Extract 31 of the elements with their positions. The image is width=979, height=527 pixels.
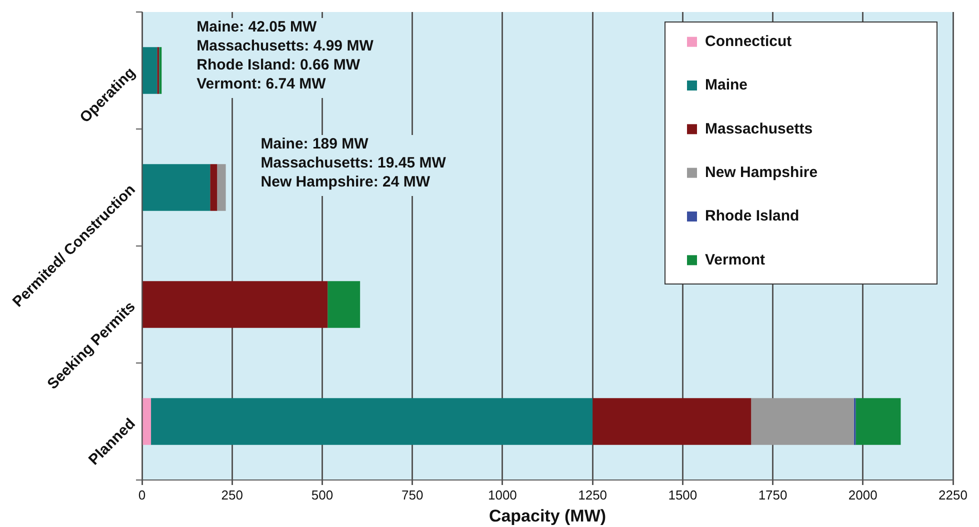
bar	[142, 398, 152, 445]
legend-label: Rhode Island	[705, 208, 800, 225]
legend-label: New Hampshire	[705, 164, 818, 181]
bar	[142, 164, 210, 211]
legend-label: Maine	[705, 76, 748, 94]
bar	[217, 164, 226, 211]
x-tick-label: 2000	[848, 487, 878, 502]
bar	[142, 281, 328, 328]
x-tick-label: 0	[138, 487, 146, 502]
x-tick-label: 1000	[488, 487, 517, 502]
bar	[751, 398, 854, 445]
x-tick-label: 250	[221, 487, 243, 502]
legend-label: Massachusetts	[705, 120, 813, 138]
bar	[210, 164, 218, 211]
x-tick-label: 750	[401, 487, 424, 502]
x-tick-label: 1500	[668, 487, 698, 502]
x-tick-label: 1250	[578, 487, 608, 502]
x-tick-label: 500	[311, 487, 334, 502]
x-tick-label: 2250	[938, 487, 968, 502]
x-tick-label: 1750	[758, 487, 788, 502]
bar	[328, 281, 360, 328]
bar	[159, 47, 162, 94]
legend-label: Connecticut	[705, 32, 792, 50]
annotation: Maine: 42.05 MW Massachusetts: 4.99 MW Rhode Island: 0.66 MW Vermont: 6.74 MW	[196, 18, 374, 93]
x-axis-title: Capacity (MW)	[488, 506, 606, 526]
annotation: Maine: 189 MW Massachusetts: 19.45 MW New Hampshire: 24 MW	[260, 136, 447, 191]
bar	[856, 398, 901, 445]
bar	[151, 398, 593, 445]
bar	[592, 398, 752, 445]
bar	[142, 47, 158, 94]
legend-label: Vermont	[705, 251, 766, 268]
